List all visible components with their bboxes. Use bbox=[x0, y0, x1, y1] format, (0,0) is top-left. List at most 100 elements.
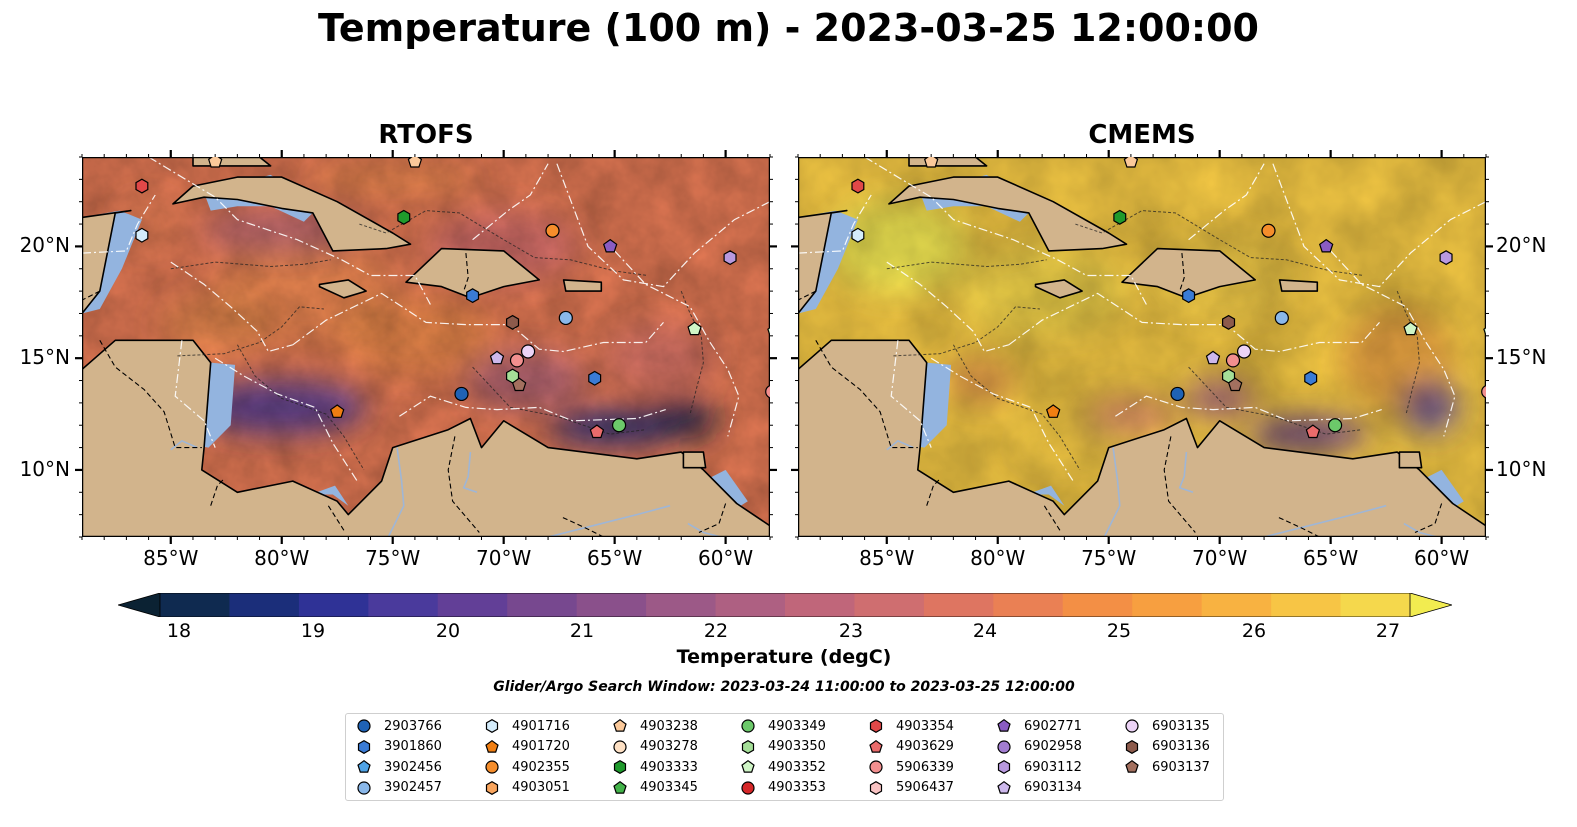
pentagon-marker-icon bbox=[741, 759, 755, 773]
circle-marker-icon bbox=[357, 719, 371, 733]
pentagon-marker-icon bbox=[613, 780, 627, 794]
legend-item-4903333: 4903333 bbox=[612, 757, 698, 777]
legend-item-6903135: 6903135 bbox=[1124, 716, 1210, 736]
lat-tick-label-left: 20°N bbox=[19, 233, 70, 258]
pentagon-marker-icon bbox=[613, 718, 627, 732]
legend-item-4903051: 4903051 bbox=[484, 778, 570, 798]
float-marker-3902457 bbox=[1274, 310, 1289, 326]
lon-tick-label: 85°W bbox=[143, 546, 199, 570]
hexagon-marker-icon bbox=[613, 760, 627, 774]
legend-item-4903354: 4903354 bbox=[868, 716, 954, 736]
lon-tick-label: 65°W bbox=[587, 546, 643, 570]
cmems-map bbox=[798, 157, 1486, 537]
colorbar-tick-label: 19 bbox=[300, 620, 326, 642]
circle-marker-icon bbox=[1125, 719, 1139, 733]
colorbar-label: Temperature (degC) bbox=[676, 646, 892, 668]
colorbar-tick-label: 18 bbox=[166, 620, 192, 642]
lon-tick-label: 70°W bbox=[476, 546, 532, 570]
hexagon-marker-icon bbox=[869, 780, 883, 795]
float-marker-6903134 bbox=[489, 350, 505, 365]
legend-label: 4902355 bbox=[512, 759, 570, 775]
legend-label: 4903238 bbox=[640, 718, 698, 734]
legend-item-5906339: 5906339 bbox=[868, 757, 954, 777]
hexagon-marker-icon bbox=[1125, 739, 1139, 754]
legend-item-4903238: 4903238 bbox=[612, 716, 698, 736]
lon-tick-label: 80°W bbox=[970, 546, 1026, 570]
legend-label: 6903112 bbox=[1024, 759, 1082, 775]
pentagon-marker-icon bbox=[997, 780, 1011, 794]
lon-tick-label: 75°W bbox=[365, 546, 421, 570]
colorbar-tick-label: 27 bbox=[1375, 620, 1401, 642]
circle-marker-icon bbox=[613, 739, 627, 754]
float-marker-4903238 bbox=[1123, 157, 1139, 168]
circle-marker-icon bbox=[357, 780, 371, 795]
legend-label: 3902456 bbox=[384, 759, 442, 775]
legend-item-4903278: 4903278 bbox=[612, 737, 698, 757]
lat-tick-label-right: 15°N bbox=[1496, 345, 1547, 370]
float-marker-4903238 bbox=[207, 157, 223, 168]
float-marker-4903238 bbox=[923, 157, 939, 168]
legend-label: 6903137 bbox=[1152, 759, 1210, 775]
panel-title-cmems: CMEMS bbox=[1088, 120, 1196, 150]
legend-item-4903352: 4903352 bbox=[740, 757, 826, 777]
float-marker-5906339 bbox=[765, 384, 770, 399]
float-marker-6902771 bbox=[602, 238, 618, 253]
float-marker-3901860 bbox=[1182, 288, 1196, 304]
colorbar-tick-label: 25 bbox=[1106, 620, 1132, 642]
legend-item-3901860: 3901860 bbox=[356, 737, 442, 757]
legend-item-4903345: 4903345 bbox=[612, 778, 698, 798]
float-marker-3901860 bbox=[1304, 370, 1318, 386]
hexagon-marker-icon bbox=[741, 739, 755, 754]
legend-item-6902958: 6902958 bbox=[996, 737, 1082, 757]
colorbar-tick-label: 22 bbox=[703, 620, 729, 642]
float-marker-4902355 bbox=[1261, 223, 1276, 238]
pentagon-marker-icon bbox=[1125, 759, 1139, 773]
float-marker-4903354 bbox=[135, 178, 149, 194]
legend-item-4903353: 4903353 bbox=[740, 778, 826, 798]
legend-label: 3901860 bbox=[384, 739, 442, 754]
float-marker-3901860 bbox=[588, 370, 602, 386]
float-marker-4903352 bbox=[767, 326, 770, 338]
lon-tick-label: 75°W bbox=[1081, 546, 1137, 570]
hexagon-marker-icon bbox=[997, 760, 1011, 774]
float-marker-4902355 bbox=[545, 223, 560, 238]
figure-title: Temperature (100 m) - 2023-03-25 12:00:0… bbox=[317, 6, 1259, 50]
legend-label: 6902771 bbox=[1024, 718, 1082, 734]
lat-tick-label-left: 15°N bbox=[19, 345, 70, 370]
lon-tick-label: 65°W bbox=[1303, 546, 1359, 570]
float-marker-6903137 bbox=[1227, 377, 1243, 392]
circle-marker-icon bbox=[869, 760, 883, 774]
search-window-text: Glider/Argo Search Window: 2023-03-24 11… bbox=[493, 679, 1075, 695]
circle-marker-icon bbox=[485, 760, 499, 774]
legend-label: 3902457 bbox=[384, 780, 442, 795]
float-marker-4903349 bbox=[611, 418, 627, 433]
legend-label: 4901716 bbox=[512, 718, 570, 734]
legend-item-4902355: 4902355 bbox=[484, 757, 570, 777]
circle-marker-icon bbox=[741, 719, 755, 733]
lat-tick-label-left: 10°N bbox=[19, 456, 70, 481]
float-marker-6903112 bbox=[1439, 250, 1453, 266]
float-marker-4903629 bbox=[589, 424, 605, 439]
legend-item-4903349: 4903349 bbox=[740, 716, 826, 736]
circle-marker-icon bbox=[741, 780, 755, 795]
float-marker-4901716 bbox=[135, 227, 149, 243]
legend-label: 5906339 bbox=[896, 759, 954, 775]
float-marker-3901860 bbox=[466, 288, 480, 304]
lon-tick-label: 60°W bbox=[697, 546, 754, 570]
pentagon-marker-icon bbox=[357, 759, 371, 773]
legend-item-4901720: 4901720 bbox=[484, 737, 570, 757]
legend-item-6903136: 6903136 bbox=[1124, 737, 1210, 757]
hexagon-marker-icon bbox=[485, 719, 499, 733]
hexagon-marker-icon bbox=[485, 780, 499, 795]
float-marker-6903135 bbox=[520, 344, 536, 359]
float-marker-4903354 bbox=[851, 178, 865, 194]
float-marker-4903333 bbox=[397, 209, 411, 225]
legend-item-4901716: 4901716 bbox=[484, 716, 570, 736]
legend-label: 4903051 bbox=[512, 780, 570, 795]
legend-label: 4903278 bbox=[640, 739, 698, 754]
legend-label: 4903354 bbox=[896, 718, 954, 734]
legend-label: 5906437 bbox=[896, 780, 954, 795]
float-marker-2903766 bbox=[1170, 386, 1185, 402]
colorbar-tick-label: 21 bbox=[569, 620, 595, 642]
float-marker-6903135 bbox=[1236, 344, 1252, 359]
